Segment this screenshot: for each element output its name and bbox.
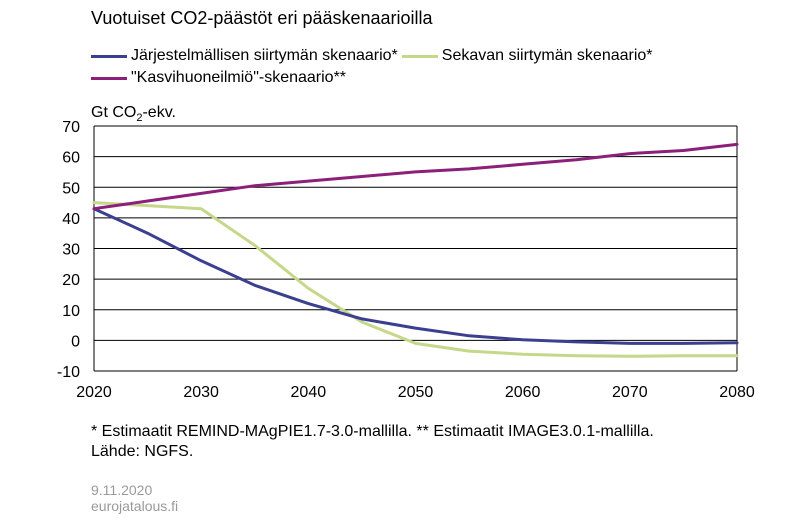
- y-axis-unit-label: Gt CO2-ekv.: [91, 104, 176, 124]
- legend-swatch-0: [91, 54, 127, 58]
- chart-title: Vuotuiset CO2-päästöt eri pääskenaarioil…: [91, 8, 433, 28]
- legend-swatch-1: [401, 54, 438, 58]
- y-tick-label-3: 40: [62, 211, 80, 228]
- series-line-1: [92, 201, 739, 358]
- unit-prefix: Gt CO: [91, 104, 137, 121]
- legend: Järjestelmällisen siirtymän skenaario* S…: [91, 45, 657, 89]
- legend-swatch-2: [91, 76, 127, 80]
- y-tick-label-4: 30: [62, 242, 80, 259]
- publication-site: eurojatalous.fi: [91, 498, 179, 514]
- legend-item-0: Järjestelmällisen siirtymän skenaario*: [91, 45, 398, 67]
- x-tick-label-0: 2020: [76, 384, 112, 401]
- legend-item-1: Sekavan siirtymän skenaario*: [401, 45, 653, 67]
- series-line-0: [92, 207, 739, 345]
- y-tick-label-2: 50: [62, 180, 80, 197]
- legend-label-0: Järjestelmällisen siirtymän skenaario*: [131, 47, 398, 64]
- y-tick-label-7: 0: [71, 333, 80, 350]
- y-tick-label-5: 20: [62, 272, 80, 289]
- y-tick-label-6: 10: [62, 303, 80, 320]
- y-tick-label-8: -10: [57, 364, 80, 381]
- x-tick-label-5: 2070: [612, 384, 648, 401]
- legend-row-2: "Kasvihuoneilmiö"-skenaario**: [91, 67, 657, 89]
- x-tick-label-6: 2080: [719, 384, 755, 401]
- footnote-source: Lähde: NGFS.: [91, 443, 194, 460]
- unit-subscript: 2: [136, 112, 143, 125]
- x-tick-label-3: 2050: [398, 384, 434, 401]
- footnote-estimates: * Estimaatit REMIND-MAgPIE1.7-3.0-mallil…: [91, 423, 654, 440]
- x-tick-label-2: 2040: [291, 384, 327, 401]
- footnote: * Estimaatit REMIND-MAgPIE1.7-3.0-mallil…: [91, 422, 654, 462]
- y-tick-label-1: 60: [62, 150, 80, 167]
- legend-item-2: "Kasvihuoneilmiö"-skenaario**: [91, 67, 346, 89]
- unit-suffix: -ekv.: [142, 104, 176, 121]
- x-tick-label-1: 2030: [183, 384, 219, 401]
- x-tick-label-4: 2060: [505, 384, 541, 401]
- legend-label-1: Sekavan siirtymän skenaario*: [441, 47, 653, 64]
- legend-label-2: "Kasvihuoneilmiö"-skenaario**: [131, 69, 347, 86]
- publication-meta: 9.11.2020 eurojatalous.fi: [91, 482, 178, 514]
- y-tick-label-0: 70: [62, 119, 80, 136]
- legend-row-1: Järjestelmällisen siirtymän skenaario* S…: [91, 45, 657, 67]
- series-line-2: [92, 142, 739, 211]
- publication-date: 9.11.2020: [91, 482, 153, 498]
